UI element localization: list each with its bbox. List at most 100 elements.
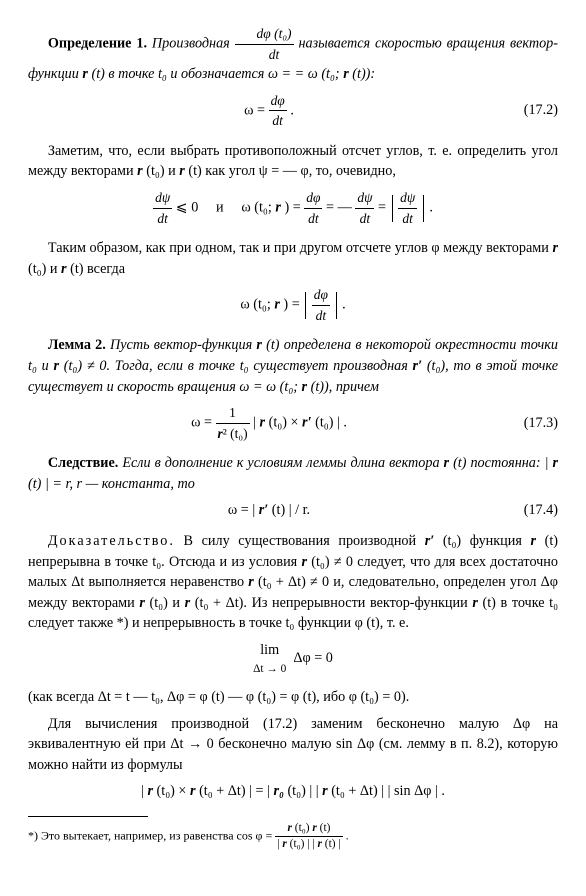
lemma2-c: (t₀) ≠ 0. Тогда, если в точке t₀ суще­ст… (64, 358, 413, 374)
eql-d: (t₀) | | (287, 783, 322, 799)
para1-b: (t₀) и (146, 163, 179, 179)
psi-abs-top: dψ (398, 188, 417, 209)
equation-limit: lim Δt → 0 Δφ = 0 (28, 640, 558, 677)
lemma2-r3: r (302, 379, 308, 395)
lim-top: lim (253, 640, 286, 661)
abs-r-icon (423, 195, 424, 222)
eqabs-r: r (274, 297, 280, 313)
abs-l-icon (392, 195, 393, 222)
eq173-b: (t₀) | . (315, 414, 347, 430)
def1-frac: dφ (t₀) dt (235, 24, 294, 64)
eql-r1: r (147, 783, 153, 799)
fn-top: r (t₀) r (t) (275, 821, 342, 837)
equation-17-4: ω = | r′ (t) | / r. (17.4) (28, 500, 558, 521)
psi-r: r (275, 199, 281, 215)
def1-text-c: (t) в точке t₀ и обозначается ω = = ω (t… (91, 66, 343, 82)
psi-f1-top: dψ (153, 188, 172, 209)
abs-l2-icon (305, 292, 306, 319)
para-2: Таким образом, как при одном, так и при … (28, 238, 558, 279)
eqabs-pre: ω (t₀; (240, 297, 274, 313)
lim-expr: Δφ = 0 (293, 650, 333, 666)
eq173-bot: r² (t₀) (216, 424, 250, 444)
psi-paren: ) = (284, 199, 304, 215)
def1-text-d: (t)): (352, 66, 375, 82)
footnote-rule (28, 816, 148, 817)
proof-b: (t₀) функция (443, 533, 531, 549)
corollary: Следствие. Если в дополнение к условиям … (28, 453, 558, 494)
eq174-rp: r′ (259, 502, 269, 518)
eql-e: (t₀ + Δt) | | sin Δφ | . (331, 783, 445, 799)
proof-r4: r (139, 595, 145, 611)
eq174-num: (17.4) (510, 500, 558, 521)
psi-f2: dφ dt (304, 188, 322, 228)
psi-abs-bot: dt (398, 209, 417, 229)
lemma-2: Лемма 2. Пусть вектор-функция r (t) опре… (28, 335, 558, 397)
equation-psi: dψ dt ⩽ 0 и ω (t₀; r ) = dφ dt = — dψ dt… (28, 188, 558, 228)
eq173-rp: r′ (302, 414, 312, 430)
def1-frac-bot: dt (235, 45, 294, 65)
para-1: Заметим, что, если выбрать противоположн… (28, 141, 558, 182)
fn-top-b: (t) (317, 822, 331, 834)
eq173-bot-rest: ² (t₀) (223, 426, 248, 441)
fn-a: *) Это вытекает, например, из равенства … (28, 829, 275, 843)
eq173-body: ω = 1 r² (t₀) | r (t₀) × r′ (t₀) | . (28, 403, 510, 443)
definition-1: Определение 1. Производная dφ (t₀) dt на… (28, 24, 558, 85)
eql-r0: r₀ (273, 783, 283, 799)
eqabs-mid: ) = (283, 297, 303, 313)
psi-f2-top: dφ (304, 188, 322, 209)
proof-g: (t₀ + Δt). Из непрерывности вектор-функц… (195, 595, 473, 611)
proof-rp: r′ (425, 533, 435, 549)
eq172-num: (17.2) (510, 100, 558, 121)
para2-r1: r (552, 240, 558, 256)
eq174-rest: (t) | / r. (272, 502, 310, 518)
fn-bot-b: (t₀) | | (287, 838, 318, 850)
fn-top-a: (t₀) (292, 822, 312, 834)
eq173-r: r (260, 414, 266, 430)
cor-a: Если в дополнение к условиям леммы длина… (122, 455, 443, 471)
lemma2-rp: r′ (413, 358, 423, 374)
psi-f3-top: dψ (355, 188, 374, 209)
lim-bot: Δt → 0 (253, 661, 286, 677)
proof-para: Доказательство. В силу существования про… (28, 531, 558, 634)
lim-block: lim Δt → 0 (253, 640, 286, 677)
fn-frac: r (t₀) r (t) | r (t₀) | | r (t) | (275, 821, 342, 853)
lemma2-label: Лемма 2. (48, 337, 106, 353)
def1-r2: r (343, 66, 349, 82)
para-4: Для вычисления производной (17.2) замени… (28, 714, 558, 776)
para2-b: (t₀) и (28, 261, 61, 277)
cor-r2: r (552, 455, 558, 471)
fn-dot: . (346, 829, 349, 843)
eq173-lhs: ω = (191, 414, 215, 430)
eq173-a: (t₀) × (269, 414, 302, 430)
eq172-frac: dφ dt (269, 91, 287, 131)
equation-abs-omega: ω (t₀; r ) = dφ dt . (28, 285, 558, 325)
para1-r1: r (137, 163, 143, 179)
psi-f3: dψ dt (355, 188, 374, 228)
def1-text-a: Производная (152, 35, 235, 51)
eq173-num: (17.3) (510, 413, 558, 434)
equation-17-2: ω = dφ dt . (17.2) (28, 91, 558, 131)
para1-r2: r (179, 163, 185, 179)
psi-f1-bot: dt (153, 209, 172, 229)
proof-label: Доказательство. (48, 533, 175, 549)
eq173-frac: 1 r² (t₀) (216, 403, 250, 443)
psi-f3-bot: dt (355, 209, 374, 229)
psi-dot: . (429, 199, 433, 215)
eql-r2: r (190, 783, 196, 799)
para1-c: (t) как угол ψ = — φ, то, очевидно, (188, 163, 396, 179)
lemma2-r1: r (256, 337, 262, 353)
def1-frac-top: dφ (t₀) (235, 24, 294, 45)
para2-a: Таким образом, как при одном, так и при … (48, 240, 553, 256)
para2-c: (t) всегда (70, 261, 125, 277)
eq172-lhs: ω = (244, 102, 268, 118)
eq172-suffix: . (290, 102, 294, 118)
cor-r1: r (444, 455, 450, 471)
cor-c: (t) | = r, r — константа, то (28, 476, 195, 492)
para-3: (как всегда Δt = t — t₀, Δφ = φ (t) — φ … (28, 687, 558, 708)
lemma2-r2: r (53, 358, 59, 374)
eqabs-top: dφ (312, 285, 330, 306)
abs-r2-icon (336, 292, 337, 319)
eqabs-frac: dφ dt (312, 285, 330, 325)
eq174-a: ω = | (228, 502, 259, 518)
psi-eq3: = (378, 199, 390, 215)
